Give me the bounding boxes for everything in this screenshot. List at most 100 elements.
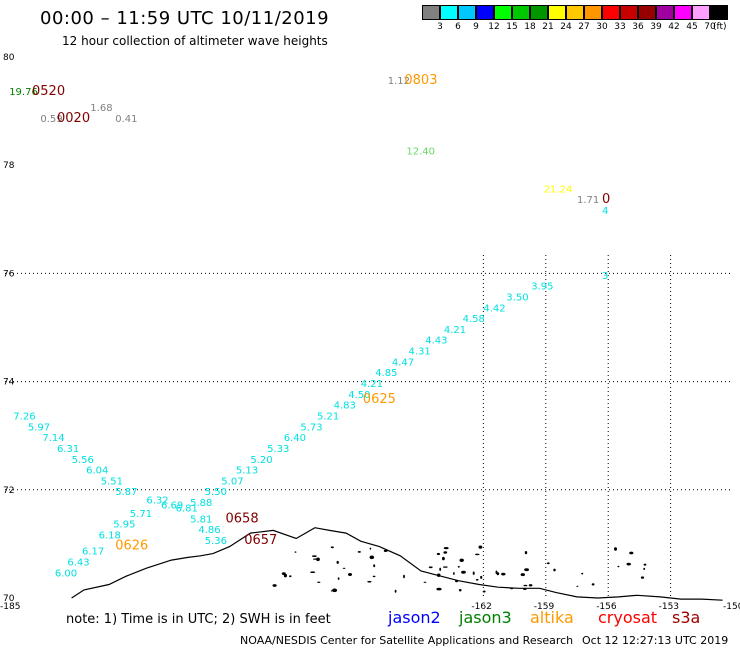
lake-mark bbox=[457, 565, 460, 568]
pass-time-label: 0803 bbox=[404, 73, 437, 88]
lake-mark bbox=[520, 573, 525, 577]
colorbar-label: 3 bbox=[437, 22, 443, 32]
lake-mark bbox=[342, 567, 346, 569]
lake-mark bbox=[547, 562, 550, 565]
colorbar-label: 45 bbox=[686, 22, 698, 32]
wave-height-label: 6.69 bbox=[161, 501, 183, 512]
lake-mark bbox=[317, 581, 321, 583]
colorbar-swatch bbox=[602, 5, 620, 20]
wave-height-label: 3.50 bbox=[506, 292, 528, 303]
lake-mark bbox=[576, 585, 579, 587]
wave-height-label: 5.21 bbox=[317, 412, 339, 423]
lake-mark bbox=[617, 565, 620, 568]
wave-height-label: 6.04 bbox=[86, 466, 108, 477]
colorbar-swatch bbox=[674, 5, 692, 20]
wave-height-label: 6.40 bbox=[284, 433, 306, 444]
colorbar-swatch bbox=[440, 5, 458, 20]
lake-mark bbox=[442, 566, 448, 568]
lake-mark bbox=[455, 579, 459, 583]
wave-height-label: 21.24 bbox=[544, 184, 573, 195]
page-title: 00:00 – 11:59 UTC 10/11/2019 bbox=[40, 8, 330, 29]
lake-mark bbox=[459, 558, 464, 562]
wave-height-label: 4.50 bbox=[348, 390, 370, 401]
colorbar-label: 24 bbox=[560, 22, 572, 32]
pass-time-label: 0 bbox=[602, 192, 610, 207]
credit-line: NOAA/NESDIS Center for Satellite Applica… bbox=[240, 634, 574, 647]
lake-mark bbox=[330, 546, 334, 549]
colorbar-swatch bbox=[494, 5, 512, 20]
pass-time-label: 0520 bbox=[32, 84, 65, 99]
wave-height-label: 0.59 bbox=[40, 114, 62, 125]
lake-mark bbox=[348, 573, 352, 576]
lake-mark bbox=[372, 575, 376, 578]
lat-tick-label: 80 bbox=[3, 53, 15, 63]
lake-mark bbox=[394, 589, 397, 593]
lake-mark bbox=[423, 581, 427, 583]
wave-height-label: 6.18 bbox=[99, 531, 121, 542]
lat-tick-label: 78 bbox=[3, 161, 15, 171]
wave-height-label: 5.81 bbox=[190, 514, 212, 525]
lat-tick-label: 76 bbox=[3, 269, 15, 279]
colorbar-label: 27 bbox=[578, 22, 590, 32]
wave-height-label: 5.87 bbox=[115, 487, 137, 498]
wave-height-label: 1.12 bbox=[388, 76, 410, 87]
lake-mark bbox=[436, 552, 440, 556]
wave-height-label: 5.88 bbox=[190, 498, 212, 509]
wave-height-label: 6.32 bbox=[146, 495, 168, 506]
wave-height-label: 12.40 bbox=[406, 146, 435, 157]
wave-height-label: 3.95 bbox=[531, 282, 553, 293]
colorbar-swatch bbox=[710, 5, 728, 20]
satellite-legend-s3a: s3a bbox=[672, 608, 701, 627]
lon-tick-label: -156 bbox=[596, 602, 617, 612]
wave-height-label: 6.81 bbox=[176, 503, 198, 514]
colorbar-label: 42 bbox=[668, 22, 680, 32]
wave-height-label: 5.33 bbox=[267, 444, 289, 455]
lon-tick-label: -159 bbox=[534, 602, 555, 612]
colorbar-label: 6 bbox=[455, 22, 461, 32]
lake-mark bbox=[337, 577, 340, 580]
lake-mark bbox=[436, 587, 442, 591]
lake-mark bbox=[553, 568, 556, 572]
wave-height-label: 19.76 bbox=[9, 87, 38, 98]
wave-height-label: 4.42 bbox=[483, 303, 505, 314]
colorbar-label: 70 bbox=[704, 22, 716, 32]
lake-mark bbox=[357, 551, 361, 553]
lake-mark bbox=[524, 551, 528, 555]
graticule bbox=[5, 255, 733, 598]
lake-mark bbox=[442, 556, 445, 561]
colorbar-label: 15 bbox=[506, 22, 518, 32]
lon-tick-label: -150 bbox=[723, 602, 740, 612]
lake-mark bbox=[453, 572, 455, 575]
lake-mark bbox=[614, 547, 617, 551]
lake-mark bbox=[403, 574, 405, 579]
wave-height-label: 4.21 bbox=[361, 379, 383, 390]
lake-mark bbox=[316, 557, 320, 562]
lake-mark bbox=[523, 584, 528, 587]
wave-height-label: 4.31 bbox=[409, 347, 431, 358]
lake-mark bbox=[510, 587, 514, 590]
lake-mark bbox=[591, 583, 595, 586]
wave-height-label: 5.13 bbox=[236, 466, 258, 477]
lake-mark bbox=[369, 555, 375, 560]
satellite-legend-jason3: jason3 bbox=[459, 608, 512, 627]
coastline-path bbox=[71, 527, 723, 601]
lon-tick-label: -162 bbox=[471, 602, 491, 612]
colorbar-label: 39 bbox=[650, 22, 662, 32]
colorbar-label: 18 bbox=[524, 22, 536, 32]
wave-height-label: 5.07 bbox=[221, 476, 243, 487]
colorbar-swatch bbox=[512, 5, 530, 20]
colorbar-label: 21 bbox=[542, 22, 554, 32]
lon-tick-label: -153 bbox=[659, 602, 679, 612]
wave-height-label: 4.86 bbox=[198, 525, 220, 536]
lake-mark bbox=[478, 545, 483, 549]
wave-height-label: 3 bbox=[602, 271, 608, 282]
colorbar-swatch bbox=[566, 5, 584, 20]
lake-mark bbox=[336, 560, 339, 564]
lake-mark bbox=[475, 578, 479, 581]
wave-height-label: 7.26 bbox=[13, 412, 35, 423]
lake-mark bbox=[443, 551, 448, 554]
satellite-legend-cryosat: cryosat bbox=[598, 608, 658, 627]
